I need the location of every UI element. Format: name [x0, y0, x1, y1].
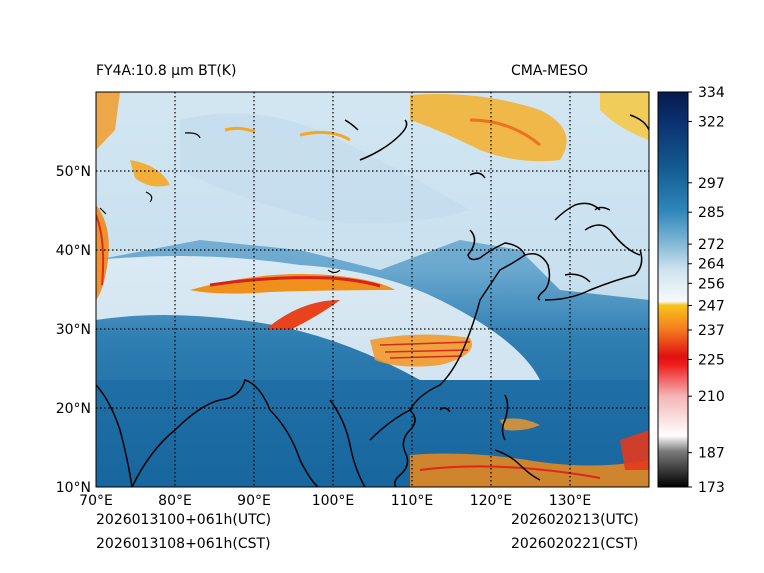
colorbar-tick-label: 225 [698, 352, 725, 368]
lakes [99, 132, 341, 274]
colorbar [657, 91, 689, 488]
colorbar-ticks: 173 187 210 225 237 247 256 264 272 285 297 322 334 [688, 85, 725, 496]
lat-tick-label: 50°N [56, 164, 91, 180]
colorbar-tick-label: 256 [698, 276, 725, 292]
gridlines [96, 92, 649, 487]
lat-tick-label: 40°N [56, 243, 91, 259]
lat-tick-label: 30°N [56, 322, 91, 338]
colorbar-tick-label: 297 [698, 176, 725, 192]
colorbar-tick-label: 187 [698, 446, 725, 462]
valid-time-cst: 2026020221(CST) [511, 536, 639, 552]
colorbar-tick-label: 210 [698, 389, 725, 405]
model-title: CMA-MESO [511, 63, 589, 79]
lat-tick-label: 20°N [56, 401, 91, 417]
product-title: FY4A:10.8 µm BT(K) [96, 63, 237, 79]
colorbar-tick-label: 334 [698, 85, 725, 101]
lon-tick-label: 110°E [391, 493, 434, 509]
lat-tick-label: 10°N [56, 480, 91, 496]
lon-tick-label: 90°E [237, 493, 271, 509]
valid-time-utc: 2026020213(UTC) [511, 512, 639, 528]
colorbar-tick-label: 322 [698, 114, 725, 130]
colorbar-tick-label: 237 [698, 323, 725, 339]
colorbar-tick-label: 247 [698, 298, 725, 314]
colorbar-tick-label: 173 [698, 480, 725, 496]
lon-tick-label: 100°E [312, 493, 355, 509]
lon-tick-labels: 70°E 80°E 90°E 100°E 110°E 120°E 130°E [79, 493, 591, 509]
lon-tick-label: 120°E [470, 493, 513, 509]
colorbar-tick-label: 272 [698, 237, 725, 253]
map-frame [95, 91, 650, 488]
init-time-utc: 2026013100+061h(UTC) [96, 512, 272, 528]
init-time-cst: 2026013108+061h(CST) [96, 536, 271, 552]
colorbar-tick-label: 285 [698, 205, 725, 221]
bt-field [96, 92, 649, 487]
colorbar-tick-label: 264 [698, 257, 725, 273]
lon-tick-label: 70°E [79, 493, 113, 509]
coastlines [96, 114, 649, 487]
lat-tick-labels: 10°N 20°N 30°N 40°N 50°N [56, 164, 91, 496]
lon-tick-label: 80°E [158, 493, 192, 509]
lon-tick-label: 130°E [549, 493, 592, 509]
